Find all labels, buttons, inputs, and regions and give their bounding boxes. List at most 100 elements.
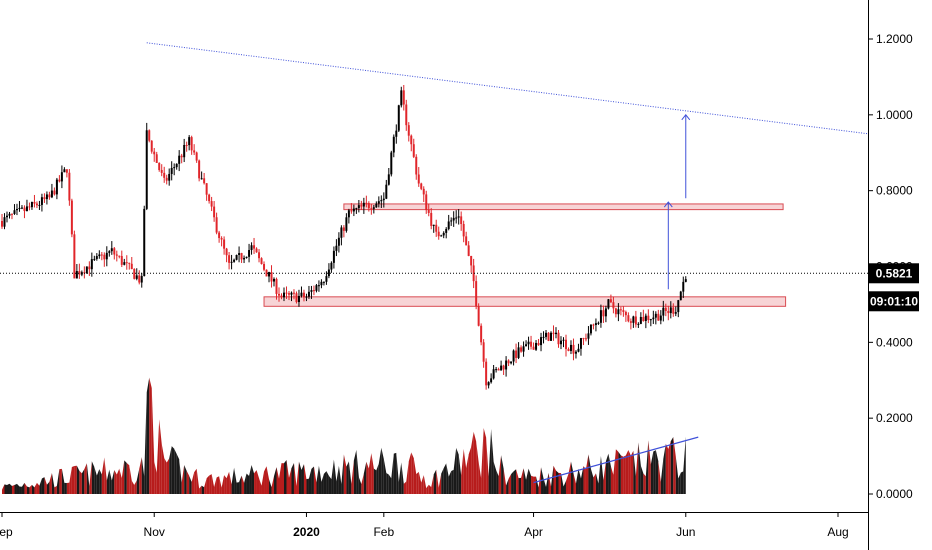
volume-bar [673, 437, 676, 494]
candle-body [240, 253, 243, 260]
candle-body [170, 167, 173, 174]
candle-body [672, 307, 675, 314]
volume-bar [36, 482, 40, 494]
volume-bar [496, 470, 499, 494]
volume-bar [189, 475, 192, 494]
volume-bar [361, 473, 364, 494]
volume-bar [281, 463, 284, 494]
candle-body [198, 160, 201, 179]
volume-bar [179, 459, 182, 494]
candle-body [365, 202, 368, 204]
candle-body [440, 235, 443, 237]
candle-body [512, 350, 515, 362]
volume-bar [595, 473, 599, 494]
candle-body [205, 183, 208, 195]
candle-body [83, 272, 86, 274]
candle-body [357, 205, 360, 209]
candle-body [203, 178, 206, 184]
candle-body [115, 254, 118, 256]
candle-body [148, 130, 151, 141]
candle-body [550, 332, 553, 341]
candle-body [263, 264, 266, 270]
volume-bar [338, 465, 342, 494]
candle-body [569, 344, 572, 351]
volume-bar [11, 485, 15, 494]
candle-body [432, 224, 435, 226]
volume-bar [411, 452, 414, 494]
volume-bar [39, 478, 42, 494]
volume-bar [638, 442, 641, 494]
volume-bar [463, 448, 467, 494]
candle-body [632, 316, 635, 323]
volume-bar [478, 462, 482, 494]
candle-body [43, 197, 46, 200]
volume-bar [181, 465, 185, 494]
volume-bar [426, 484, 429, 494]
volume-bar [655, 450, 659, 494]
volume-bar [54, 485, 57, 494]
candle-body [215, 217, 218, 233]
candle-body [530, 341, 533, 347]
volume-bar [391, 453, 394, 494]
candle-body [477, 306, 480, 326]
volume-bar [366, 461, 369, 494]
candle-body [120, 256, 123, 265]
candle-body [532, 346, 535, 350]
candle-body [213, 206, 216, 218]
candle-body [180, 155, 183, 158]
volume-bar [431, 474, 434, 494]
candle-body [190, 137, 193, 151]
candle-body [278, 293, 281, 296]
candle-body [405, 104, 408, 126]
volume-bar [356, 449, 359, 494]
volume-bar [214, 477, 217, 494]
volume-bar [443, 463, 447, 494]
volume-bar [81, 469, 85, 494]
candle-body [462, 224, 465, 237]
candle-body [657, 313, 660, 321]
zone-rectangle [343, 203, 784, 211]
volume-bar [239, 475, 242, 494]
volume-bar [261, 471, 265, 494]
candle-body [487, 382, 490, 386]
drawing-layer[interactable] [146, 42, 869, 484]
volume-bar [61, 468, 65, 494]
candle-body [475, 281, 478, 307]
volume-bar [381, 447, 384, 494]
volume-bar [523, 468, 527, 494]
volume-bar [216, 476, 220, 494]
candle-body [684, 279, 687, 282]
candle-body [50, 190, 53, 198]
volume-bar [71, 466, 75, 494]
candle-body [100, 254, 103, 256]
candle-body [649, 319, 652, 321]
candle-body [402, 90, 405, 105]
candle-body [584, 338, 587, 340]
volume-bar [600, 456, 604, 494]
candle-body [70, 200, 73, 235]
candle-body [352, 208, 355, 212]
candle-body [255, 248, 258, 253]
candle-body [397, 105, 400, 131]
volume-bar [451, 469, 454, 494]
candle-body [103, 254, 106, 260]
volume-bar [398, 462, 402, 494]
time-axis[interactable]: Sep Nov 2020 Feb Apr Jun Aug [0, 512, 849, 539]
candle-body [48, 194, 51, 198]
candle-body [562, 339, 565, 341]
candle-body [337, 237, 340, 246]
volume-bar [575, 468, 579, 494]
candle-body [470, 255, 473, 266]
price-tick-label: 0.0000 [876, 487, 913, 501]
candle-body [60, 172, 63, 182]
volume-bar [124, 460, 127, 494]
candle-body [355, 208, 358, 210]
candle-body [492, 369, 495, 379]
candle-body [445, 228, 448, 233]
volume-bar [551, 465, 554, 494]
candle-body [350, 210, 353, 212]
candle-body [243, 257, 246, 260]
candle-body [639, 316, 642, 324]
volume-bar [598, 456, 601, 494]
